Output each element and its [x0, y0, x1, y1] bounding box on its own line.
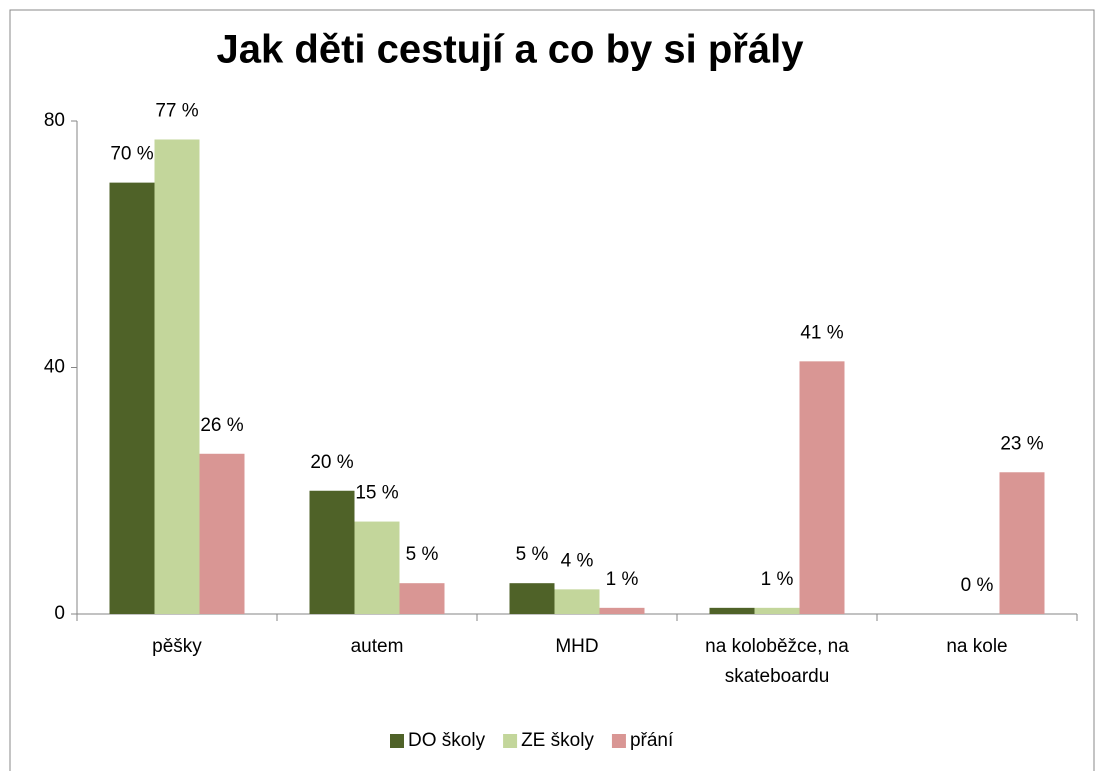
y-tick-label: 0 [54, 603, 65, 624]
x-tick-label: pěšky [152, 636, 202, 657]
data-label: 1 % [761, 569, 794, 590]
bar [354, 521, 400, 614]
data-label: 70 % [110, 144, 153, 165]
bar [309, 490, 355, 614]
bar [999, 472, 1045, 614]
bar [754, 607, 800, 614]
legend-swatch [503, 734, 518, 748]
data-label: 0 % [961, 575, 994, 596]
data-label: 1 % [606, 569, 639, 590]
x-tick-label: MHD [555, 636, 599, 657]
data-label: 23 % [1000, 433, 1043, 454]
bar [709, 607, 755, 614]
bar [199, 453, 245, 614]
x-tick-label: na kole [946, 636, 1008, 657]
y-tick-label: 40 [44, 357, 65, 378]
bar [109, 182, 155, 614]
legend: DO školy ZE školy přání [390, 730, 674, 751]
data-label: 77 % [155, 101, 198, 122]
data-label: 15 % [355, 483, 398, 504]
bar [799, 361, 845, 614]
bar [154, 139, 200, 615]
x-tick-label: na koloběžce, na skateboardu [705, 636, 849, 687]
bar [399, 583, 445, 614]
bar [554, 589, 600, 614]
bar [509, 583, 555, 614]
data-label: 26 % [200, 415, 243, 436]
data-label: 20 % [310, 452, 353, 473]
data-label: 5 % [406, 544, 439, 565]
bar [599, 607, 645, 614]
legend-swatch [611, 734, 626, 748]
x-tick-label: autem [350, 636, 404, 657]
y-tick-label: 80 [44, 110, 65, 131]
data-label: 4 % [561, 550, 594, 571]
legend-label: DO školy [408, 730, 486, 751]
legend-label: ZE školy [521, 730, 594, 751]
data-label: 5 % [516, 544, 549, 565]
chart-title: Jak děti cestují a co by si přály [217, 28, 805, 72]
data-label: 41 % [800, 322, 843, 343]
legend-label: přání [630, 730, 674, 751]
legend-swatch [390, 734, 404, 748]
chart-border [9, 9, 1095, 771]
